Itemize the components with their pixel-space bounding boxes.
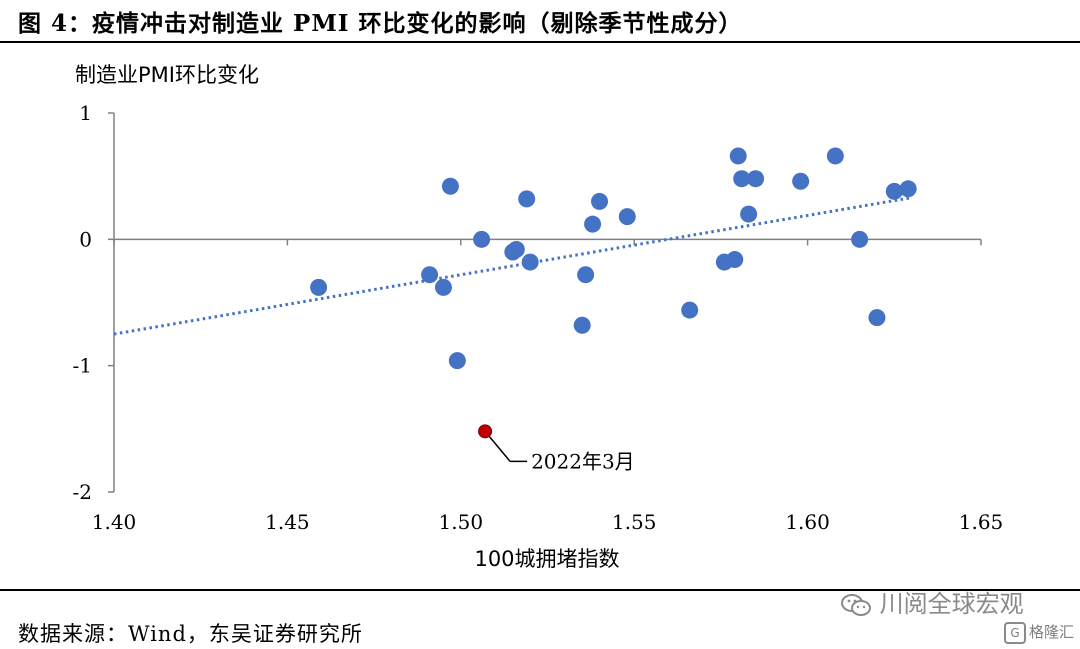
- y-axis-label: 制造业PMI环比变化: [75, 63, 259, 87]
- figure-title: 图 4：疫情冲击对制造业 PMI 环比变化的影响（剔除季节性成分）: [18, 10, 743, 37]
- x-tick-label: 1.50: [439, 510, 484, 534]
- data-point: [792, 172, 810, 190]
- y-tick-label: 0: [79, 227, 92, 251]
- wechat-watermark: 川阅全球宏观: [840, 584, 1024, 619]
- trendline: [113, 196, 912, 336]
- data-point: [507, 240, 525, 258]
- x-axis-label: 100城拥堵指数: [474, 547, 619, 571]
- x-tick-label: 1.60: [785, 510, 830, 534]
- data-point: [577, 266, 595, 284]
- data-point: [310, 278, 328, 296]
- y-tick-label: 1: [79, 101, 92, 125]
- bottom-rule: [0, 589, 1080, 591]
- x-tick-label: 1.65: [959, 510, 1004, 534]
- data-point: [851, 230, 869, 248]
- highlight-label: 2022年3月: [531, 449, 635, 473]
- data-point: [899, 180, 917, 198]
- y-tick-label: -2: [73, 480, 92, 504]
- highlight-point: [478, 424, 493, 439]
- data-point: [868, 309, 886, 327]
- source-note: 数据来源：Wind，东吴证券研究所: [18, 622, 363, 646]
- data-point: [591, 192, 609, 210]
- top-rule: [0, 41, 1080, 43]
- wechat-icon: [841, 594, 871, 616]
- data-point: [729, 147, 747, 165]
- data-point: [441, 177, 459, 195]
- data-point: [434, 278, 452, 296]
- data-point: [618, 208, 636, 226]
- data-point: [584, 215, 602, 233]
- brand-watermark: G 格隆汇: [1004, 621, 1074, 644]
- data-point: [681, 301, 699, 319]
- gelonghui-logo-icon: G: [1004, 621, 1026, 644]
- data-point: [473, 230, 491, 248]
- data-point: [518, 190, 536, 208]
- data-point: [726, 251, 744, 269]
- data-point: [747, 170, 765, 188]
- data-point: [448, 352, 466, 370]
- data-point: [733, 170, 751, 188]
- data-point: [885, 182, 903, 200]
- wechat-account-name: 川阅全球宏观: [879, 590, 1024, 618]
- x-tick-label: 1.40: [92, 510, 137, 534]
- data-point: [573, 316, 591, 334]
- x-tick-label: 1.55: [612, 510, 657, 534]
- data-point: [521, 253, 539, 271]
- brand-name: 格隆汇: [1029, 623, 1075, 641]
- x-tick-label: 1.45: [265, 510, 310, 534]
- data-point: [740, 205, 758, 223]
- y-tick-label: -1: [73, 354, 92, 378]
- data-point: [826, 147, 844, 165]
- scatter-chart: 制造业PMI环比变化 100城拥堵指数 1 0 -1 -21.40 1.45 1.50 1.…: [73, 63, 1004, 571]
- data-point: [421, 266, 439, 284]
